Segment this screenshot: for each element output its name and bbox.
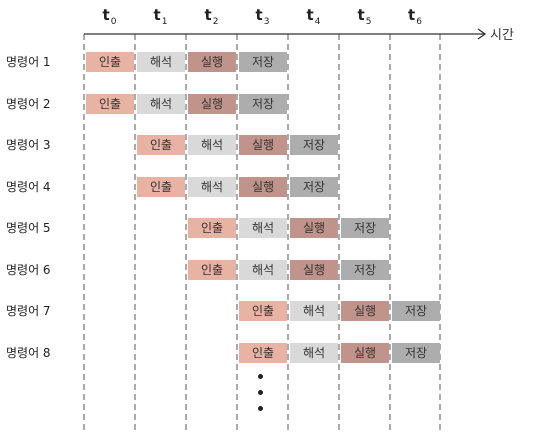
time-label-base: t [102, 6, 110, 24]
stage-box: 인출 [239, 301, 287, 321]
instruction-label: 명령어 4 [6, 179, 51, 194]
instruction-label: 명령어 6 [6, 262, 51, 277]
continuation-dot [258, 374, 263, 379]
time-label-base: t [255, 6, 263, 24]
time-label-subscript: 4 [314, 17, 321, 27]
time-axis-arrowhead [477, 28, 487, 40]
instruction-label: 명령어 2 [6, 96, 51, 111]
time-label-base: t [408, 6, 416, 24]
stage-box: 저장 [341, 218, 389, 238]
instruction-label: 명령어 7 [6, 304, 51, 318]
stage-box: 인출 [188, 259, 236, 280]
time-label-subscript: 5 [365, 17, 372, 27]
time-label-base: t [357, 6, 365, 24]
time-label-t2: t2 [192, 6, 232, 27]
continuation-dot [258, 406, 263, 411]
time-label-t4: t4 [294, 6, 334, 27]
stage-box: 실행 [290, 259, 338, 280]
stage-box: 실행 [188, 52, 236, 72]
stage-box: 인출 [137, 135, 185, 155]
time-label-t0: t0 [90, 6, 130, 27]
time-label-t1: t1 [141, 6, 181, 27]
instruction-label: 명령어 8 [6, 345, 51, 360]
stage-box: 해석 [239, 259, 287, 280]
stage-box: 해석 [290, 301, 338, 321]
stage-box: 해석 [137, 52, 185, 72]
stage-box: 해석 [188, 176, 236, 197]
time-label-base: t [153, 6, 161, 24]
stage-box: 해석 [137, 93, 185, 114]
stage-box: 인출 [86, 93, 134, 114]
time-label-base: t [204, 6, 212, 24]
instruction-label: 명령어 1 [6, 55, 51, 69]
time-label-t5: t5 [345, 6, 385, 27]
stage-box: 저장 [392, 301, 440, 321]
stage-box: 인출 [137, 176, 185, 197]
stage-box: 인출 [239, 342, 287, 363]
stage-box: 해석 [290, 342, 338, 363]
stage-box: 해석 [188, 135, 236, 155]
stage-box: 저장 [239, 93, 287, 114]
stage-box: 저장 [392, 342, 440, 363]
stage-box: 실행 [188, 93, 236, 114]
time-label-base: t [306, 6, 314, 24]
stage-box: 실행 [290, 218, 338, 238]
time-label-subscript: 2 [212, 17, 219, 27]
time-label-subscript: 3 [263, 17, 270, 27]
stage-box: 실행 [341, 301, 389, 321]
stage-box: 실행 [341, 342, 389, 363]
stage-box: 실행 [239, 135, 287, 155]
instruction-label: 명령어 5 [6, 221, 51, 235]
stage-box: 인출 [86, 52, 134, 72]
stage-box: 저장 [290, 176, 338, 197]
time-label-t3: t3 [243, 6, 283, 27]
stage-box: 저장 [239, 52, 287, 72]
time-label-subscript: 0 [110, 17, 117, 27]
stage-box: 실행 [239, 176, 287, 197]
time-label-subscript: 6 [416, 17, 422, 27]
time-label-subscript: 1 [161, 17, 168, 27]
stage-box: 저장 [290, 135, 338, 155]
stage-box: 저장 [341, 259, 389, 280]
time-label-t6: t6 [395, 6, 435, 27]
stage-box: 해석 [239, 218, 287, 238]
continuation-dot [258, 390, 263, 395]
stage-box: 인출 [188, 218, 236, 238]
time-axis-label: 시간 [490, 28, 514, 43]
instruction-label: 명령어 3 [6, 138, 51, 152]
